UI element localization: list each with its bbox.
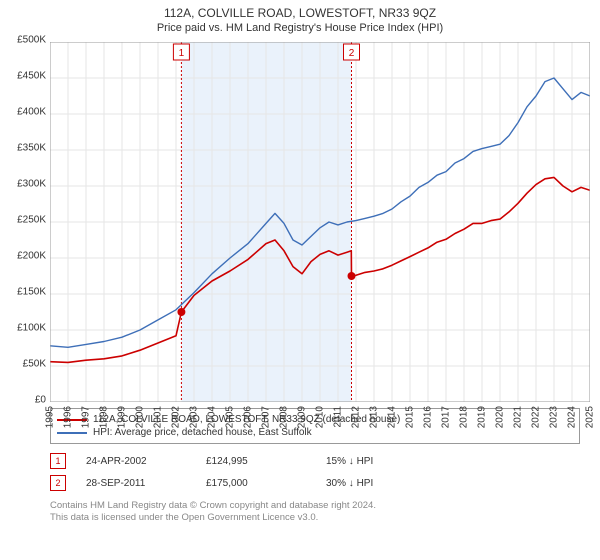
x-tick-label: 2013 bbox=[369, 406, 380, 428]
x-tick-label: 2006 bbox=[243, 406, 254, 428]
x-tick-label: 2010 bbox=[315, 406, 326, 428]
sale-row: 1 24-APR-2002 £124,995 15% ↓ HPI bbox=[50, 450, 580, 472]
x-tick-label: 1998 bbox=[99, 406, 110, 428]
footnote: Contains HM Land Registry data © Crown c… bbox=[50, 500, 580, 525]
chart-subtitle: Price paid vs. HM Land Registry's House … bbox=[0, 20, 600, 38]
x-tick-label: 2018 bbox=[459, 406, 470, 428]
sale-marker-badge: 1 bbox=[50, 453, 66, 469]
y-tick-label: £350K bbox=[17, 143, 46, 154]
svg-text:1: 1 bbox=[179, 48, 185, 59]
x-tick-label: 2004 bbox=[207, 406, 218, 428]
x-tick-label: 2003 bbox=[189, 406, 200, 428]
x-tick-label: 2000 bbox=[135, 406, 146, 428]
x-tick-label: 2022 bbox=[531, 406, 542, 428]
x-tick-label: 2001 bbox=[153, 406, 164, 428]
x-tick-label: 2021 bbox=[513, 406, 524, 428]
x-tick-label: 2009 bbox=[297, 406, 308, 428]
x-tick-label: 2015 bbox=[405, 406, 416, 428]
y-tick-label: £150K bbox=[17, 287, 46, 298]
x-tick-label: 2007 bbox=[261, 406, 272, 428]
svg-text:2: 2 bbox=[349, 48, 355, 59]
sale-delta: 15% ↓ HPI bbox=[326, 456, 426, 467]
y-axis-labels: £0£50K£100K£150K£200K£250K£300K£350K£400… bbox=[0, 40, 48, 400]
footnote-line: This data is licensed under the Open Gov… bbox=[50, 512, 580, 524]
x-tick-label: 2002 bbox=[171, 406, 182, 428]
x-tick-label: 2016 bbox=[423, 406, 434, 428]
sale-delta: 30% ↓ HPI bbox=[326, 478, 426, 489]
x-tick-label: 2014 bbox=[387, 406, 398, 428]
y-tick-label: £400K bbox=[17, 107, 46, 118]
footnote-line: Contains HM Land Registry data © Crown c… bbox=[50, 500, 580, 512]
x-tick-label: 1999 bbox=[117, 406, 128, 428]
chart-plot-area: 12 bbox=[50, 42, 590, 402]
x-tick-label: 2023 bbox=[549, 406, 560, 428]
x-tick-label: 1995 bbox=[45, 406, 56, 428]
x-tick-label: 2024 bbox=[567, 406, 578, 428]
x-tick-label: 2019 bbox=[477, 406, 488, 428]
sales-table: 1 24-APR-2002 £124,995 15% ↓ HPI 2 28-SEP-201… bbox=[50, 450, 580, 494]
x-tick-label: 2020 bbox=[495, 406, 506, 428]
x-tick-label: 2008 bbox=[279, 406, 290, 428]
y-tick-label: £500K bbox=[17, 35, 46, 46]
sale-price: £124,995 bbox=[206, 456, 306, 467]
x-tick-label: 2011 bbox=[333, 406, 344, 428]
x-tick-label: 2025 bbox=[585, 406, 596, 428]
y-tick-label: £300K bbox=[17, 179, 46, 190]
chart-svg: 12 bbox=[50, 42, 590, 402]
sale-price: £175,000 bbox=[206, 478, 306, 489]
y-tick-label: £450K bbox=[17, 71, 46, 82]
y-tick-label: £100K bbox=[17, 323, 46, 334]
x-tick-label: 2012 bbox=[351, 406, 362, 428]
sale-row: 2 28-SEP-2011 £175,000 30% ↓ HPI bbox=[50, 472, 580, 494]
x-axis-labels: 1995199619971998199920002001200220032004… bbox=[50, 406, 590, 440]
x-tick-label: 1996 bbox=[63, 406, 74, 428]
sale-date: 24-APR-2002 bbox=[86, 456, 186, 467]
y-tick-label: £50K bbox=[23, 359, 46, 370]
y-tick-label: £0 bbox=[35, 395, 46, 406]
x-tick-label: 2017 bbox=[441, 406, 452, 428]
y-tick-label: £200K bbox=[17, 251, 46, 262]
sale-date: 28-SEP-2011 bbox=[86, 478, 186, 489]
y-tick-label: £250K bbox=[17, 215, 46, 226]
sale-marker-badge: 2 bbox=[50, 475, 66, 491]
x-tick-label: 1997 bbox=[81, 406, 92, 428]
x-tick-label: 2005 bbox=[225, 406, 236, 428]
chart-title: 112A, COLVILLE ROAD, LOWESTOFT, NR33 9QZ bbox=[0, 0, 600, 20]
